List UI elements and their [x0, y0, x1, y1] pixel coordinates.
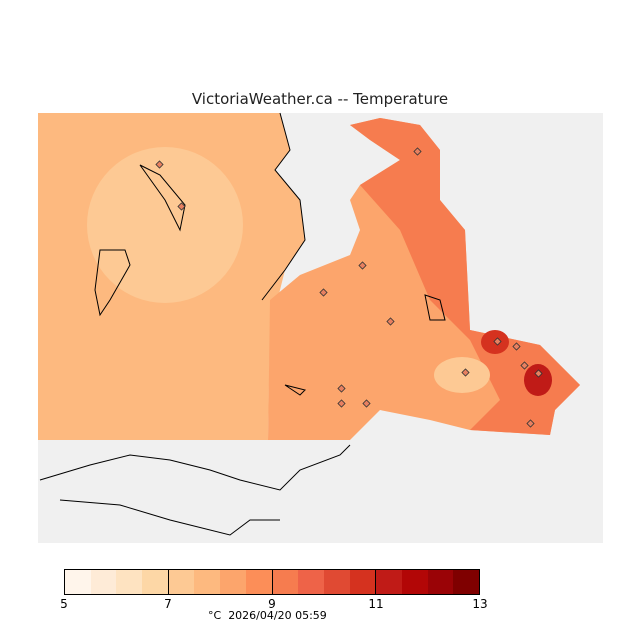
station-marker	[386, 317, 395, 326]
station-marker	[526, 419, 535, 428]
legend-swatch	[142, 570, 169, 594]
legend-swatch	[376, 570, 402, 594]
station-marker	[520, 361, 529, 370]
legend-swatch	[427, 570, 454, 594]
legend-swatch	[90, 570, 117, 594]
legend-swatch	[194, 570, 221, 594]
legend-swatch	[349, 570, 377, 594]
station-marker	[337, 384, 346, 393]
legend-footer: °C 2026/04/20 05:59	[208, 609, 327, 622]
legend-tick: 9	[268, 597, 276, 611]
unit-label: °C	[208, 609, 222, 622]
coastline	[39, 112, 351, 536]
legend-swatch	[220, 570, 246, 594]
legend-swatch	[453, 570, 479, 594]
station-marker	[358, 261, 367, 270]
station-marker	[337, 399, 346, 408]
station-marker	[177, 202, 186, 211]
legend-swatch	[168, 570, 195, 594]
legend-swatch	[401, 570, 428, 594]
station-marker	[493, 337, 502, 346]
station-marker	[461, 368, 470, 377]
legend-swatch	[323, 570, 350, 594]
temperature-map	[38, 112, 603, 543]
legend-swatch	[298, 570, 324, 594]
legend-tick: 13	[472, 597, 488, 611]
legend-swatch	[245, 570, 273, 594]
color-legend-bar	[64, 569, 480, 595]
station-marker	[155, 160, 164, 169]
station-markers	[155, 147, 543, 428]
legend-swatch	[272, 570, 299, 594]
station-marker	[512, 342, 521, 351]
legend-swatch	[65, 570, 91, 594]
warm-spot-west	[87, 147, 243, 303]
warm-spot-east-2	[524, 364, 552, 396]
timestamp: 2026/04/20 05:59	[228, 609, 327, 622]
temperature-field-east-warm	[350, 118, 580, 435]
map-title: VictoriaWeather.ca -- Temperature	[191, 90, 449, 108]
cool-spot-east	[434, 357, 490, 393]
station-marker	[534, 369, 543, 378]
station-marker	[362, 399, 371, 408]
island	[94, 164, 446, 396]
station-marker	[319, 288, 328, 297]
legend-swatch	[116, 570, 143, 594]
legend-tick: 5	[60, 597, 68, 611]
legend-tick: 7	[164, 597, 172, 611]
legend-tick: 11	[368, 597, 384, 611]
station-marker	[413, 147, 422, 156]
